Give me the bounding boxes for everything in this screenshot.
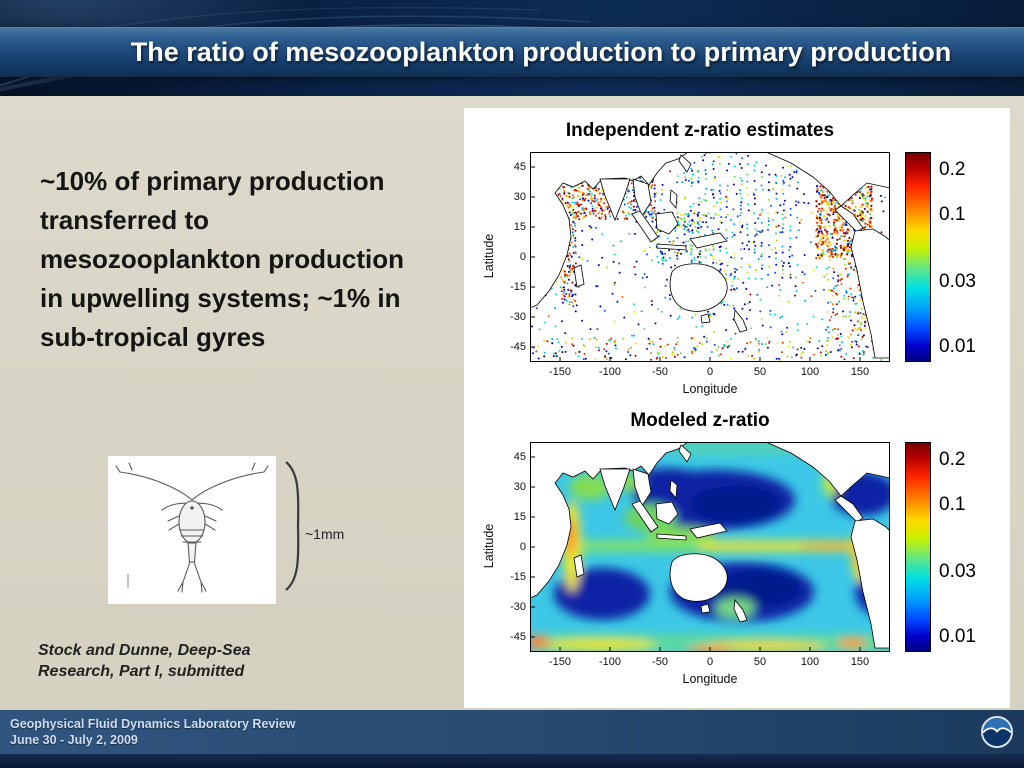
- tick-label: 50: [753, 656, 767, 668]
- tick-label: 150: [850, 366, 870, 378]
- scale-label: ~1mm: [305, 526, 345, 542]
- title-band: The ratio of mesozooplankton production …: [0, 27, 1024, 77]
- axis-tick-marks: [530, 456, 861, 652]
- figure-modeled-z-ratio: Modeled z-ratio Latitude 45 30 15 0 -15 -30 -4…: [464, 406, 1010, 698]
- tick-label: 100: [800, 366, 820, 378]
- figures-panel: Independent z-ratio estimates Latitude 4…: [464, 108, 1010, 708]
- tick-label: 45: [513, 451, 526, 463]
- x-axis-ticks: -150 -100 -50 0 50 100 150: [540, 366, 880, 380]
- footer-text: Geophysical Fluid Dynamics Laboratory Re…: [10, 717, 296, 748]
- figure-independent-z-ratio: Independent z-ratio estimates Latitude 4…: [464, 116, 1010, 408]
- colorbar-label: 0.03: [939, 561, 976, 582]
- footer-line2: June 30 - July 2, 2009: [10, 732, 138, 747]
- tick-label: -100: [598, 656, 622, 668]
- tick-label: 100: [800, 656, 820, 668]
- tick-label: -30: [510, 311, 526, 323]
- tick-label: -30: [510, 601, 526, 613]
- colorbar-label: 0.01: [939, 336, 976, 357]
- tick-label: -45: [510, 631, 526, 643]
- map-frame: [530, 152, 890, 362]
- slide-body: ~10% of primary production transferred t…: [0, 96, 1024, 710]
- tick-label: -15: [510, 571, 526, 583]
- copepod-drawing: [115, 462, 269, 593]
- tick-label: -150: [548, 366, 572, 378]
- colorbar-label: 0.1: [939, 494, 966, 515]
- tick-label: -150: [548, 656, 572, 668]
- tick-label: 15: [513, 511, 526, 523]
- tick-label: 0: [706, 656, 714, 668]
- colorbar-label: 0.2: [939, 159, 966, 180]
- tick-label: 0: [519, 541, 526, 553]
- citation: Stock and Dunne, Deep-Sea Research, Part…: [38, 642, 251, 681]
- bottom-strip: [0, 754, 1024, 768]
- colorbar-label: 0.03: [939, 271, 976, 292]
- x-axis-ticks: -150 -100 -50 0 50 100 150: [540, 656, 880, 670]
- tick-label: 45: [513, 161, 526, 173]
- tick-label: 50: [753, 366, 767, 378]
- tick-label: 15: [513, 221, 526, 233]
- scatter-dots-layer: [531, 152, 890, 362]
- figure-title: Independent z-ratio estimates: [565, 120, 835, 141]
- tick-label: -100: [598, 366, 622, 378]
- body-text: ~10% of primary production transferred t…: [40, 166, 404, 352]
- tick-label: -15: [510, 281, 526, 293]
- scatter-map: [530, 152, 890, 362]
- footer-line1: Geophysical Fluid Dynamics Laboratory Re…: [10, 717, 296, 731]
- colorbar-label: 0.1: [939, 204, 966, 225]
- colorbar-label: 0.01: [939, 626, 976, 647]
- y-axis-ticks: 45 30 15 0 -15 -30 -45: [492, 450, 526, 644]
- tick-label: 0: [519, 251, 526, 263]
- colorbar: [905, 442, 931, 652]
- copepod-figure: [108, 456, 276, 604]
- axis-tick-marks: [530, 166, 861, 362]
- y-axis-ticks: 45 30 15 0 -15 -30 -45: [492, 160, 526, 354]
- tick-label: 30: [513, 481, 526, 493]
- tick-label: -50: [652, 366, 668, 378]
- x-axis-label: Longitude: [682, 672, 738, 686]
- tick-label: 30: [513, 191, 526, 203]
- tick-label: 150: [850, 656, 870, 668]
- colorbar: [905, 152, 931, 362]
- slide-header: The ratio of mesozooplankton production …: [0, 0, 1024, 96]
- scale-bracket: [285, 461, 300, 591]
- tick-label: -50: [652, 656, 668, 668]
- colorbar-label: 0.2: [939, 449, 966, 470]
- modeled-map: [530, 442, 890, 652]
- slide-title: The ratio of mesozooplankton production …: [130, 37, 952, 67]
- slide-footer: Geophysical Fluid Dynamics Laboratory Re…: [0, 710, 1024, 754]
- tick-label: 0: [706, 366, 714, 378]
- figure-title: Modeled z-ratio: [630, 410, 770, 431]
- noaa-logo: [980, 715, 1014, 749]
- x-axis-label: Longitude: [682, 382, 738, 396]
- map-frame: [530, 442, 890, 652]
- tick-label: -45: [510, 341, 526, 353]
